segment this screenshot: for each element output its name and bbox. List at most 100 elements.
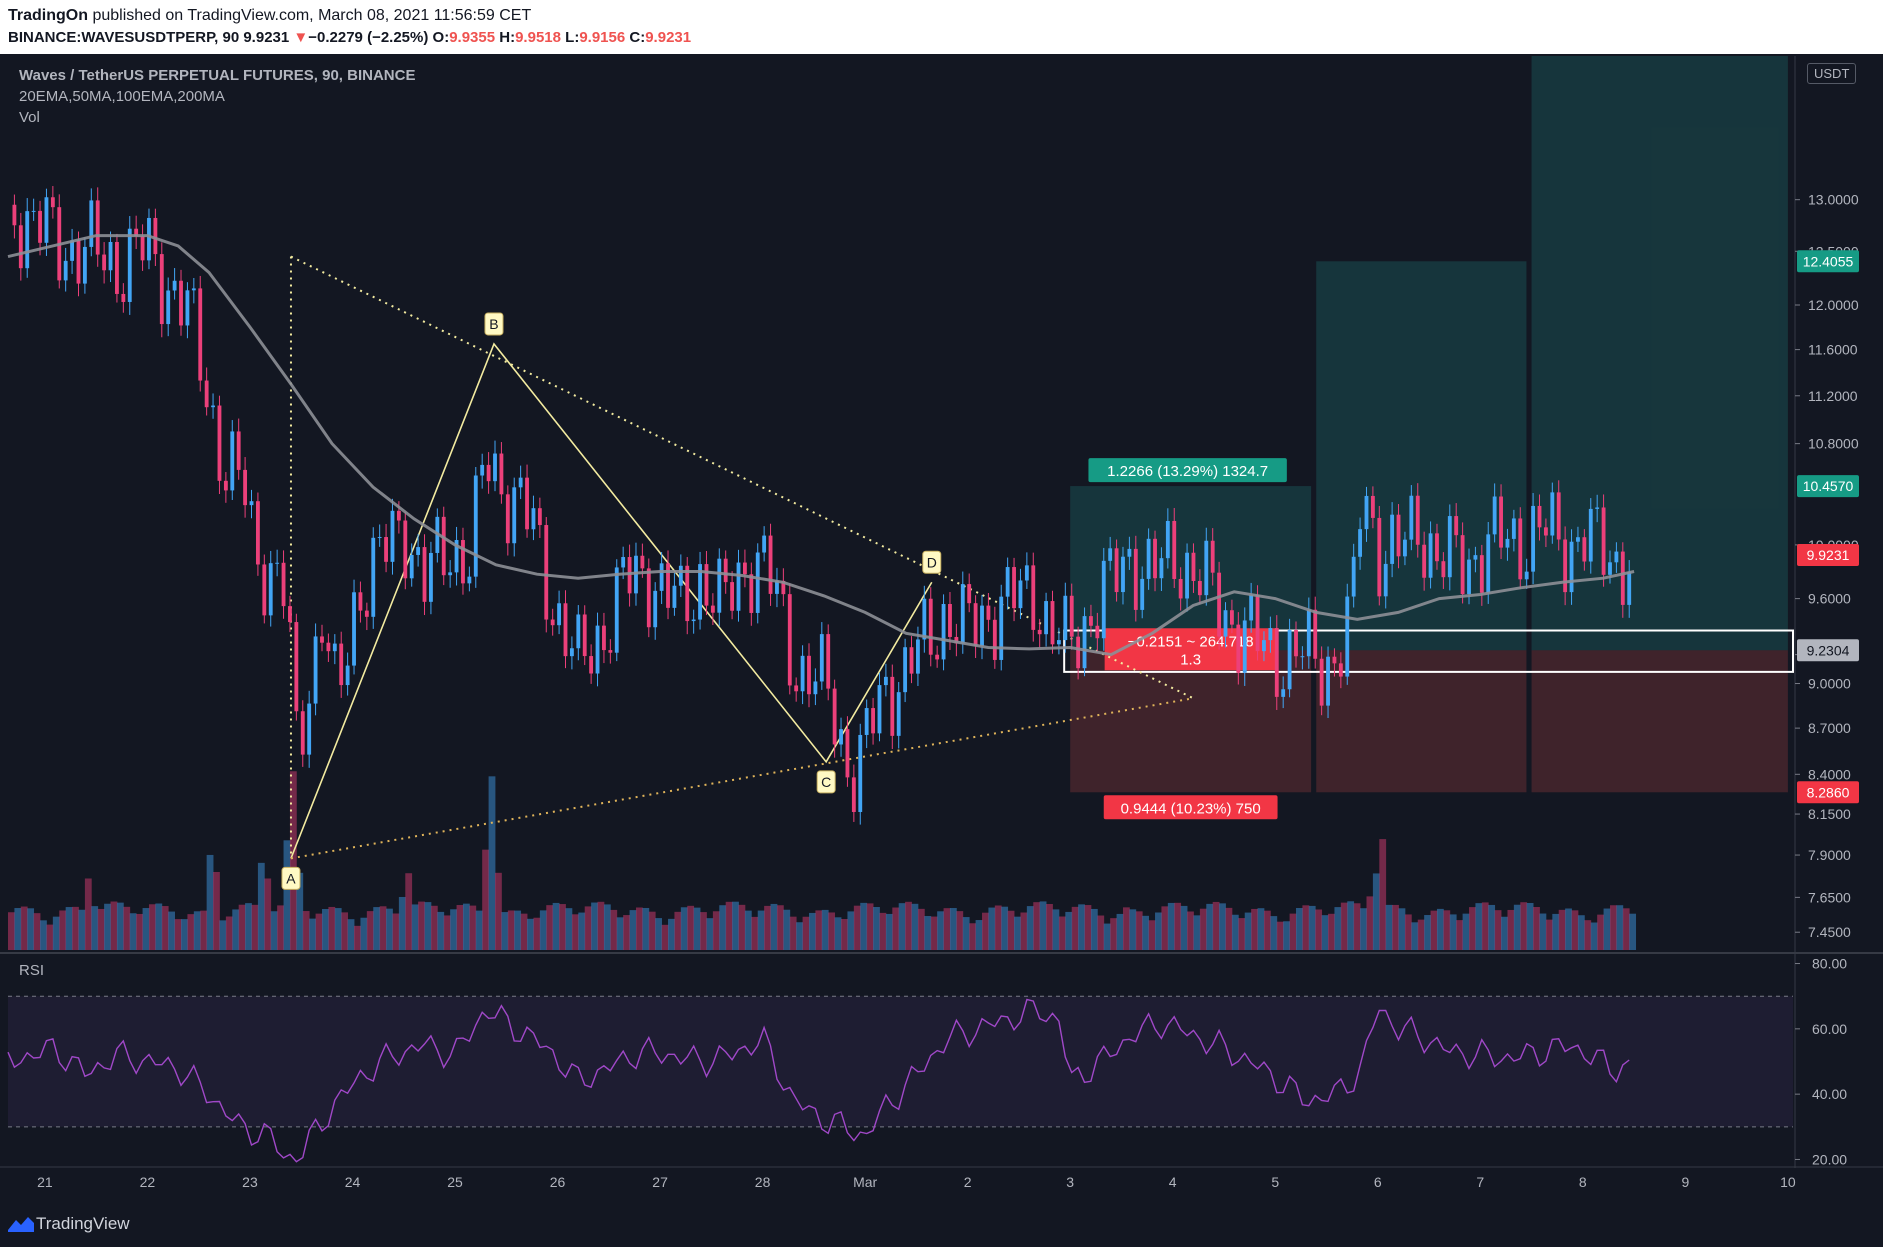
point-label-box-d[interactable] bbox=[922, 550, 942, 574]
point-label-box-a[interactable] bbox=[281, 866, 301, 890]
candle-body bbox=[89, 200, 94, 247]
point-label-b[interactable]: B bbox=[489, 316, 498, 332]
candle-body bbox=[1268, 628, 1273, 641]
candle-body bbox=[768, 535, 773, 594]
abcd-pattern-line[interactable] bbox=[290, 342, 933, 859]
volume-bar bbox=[911, 903, 919, 950]
candle-body bbox=[294, 622, 299, 712]
candle-body bbox=[1428, 533, 1433, 578]
author-name[interactable]: TradingOn bbox=[8, 7, 88, 24]
candle-body bbox=[1114, 548, 1119, 593]
point-label-box-c[interactable] bbox=[816, 770, 836, 794]
price-tick-label: 11.2000 bbox=[1808, 388, 1858, 404]
candle-body bbox=[1492, 496, 1497, 535]
volume-bar bbox=[700, 912, 707, 950]
candle-body bbox=[819, 634, 824, 682]
volume-legend[interactable]: Vol bbox=[19, 109, 40, 126]
candle-body bbox=[723, 558, 728, 583]
candle-body bbox=[499, 453, 504, 495]
time-tick-label: 25 bbox=[447, 1174, 463, 1190]
indicators-legend[interactable]: 20EMA,50MA,100EMA,200MA bbox=[19, 88, 225, 105]
candle-body bbox=[826, 634, 831, 689]
volume-bar bbox=[783, 909, 791, 950]
last-price: 9.9231 bbox=[243, 29, 290, 46]
point-label-c[interactable]: C bbox=[821, 774, 831, 790]
candle-body bbox=[403, 520, 408, 579]
candle-body bbox=[153, 217, 158, 255]
time-tick-label: 21 bbox=[37, 1174, 53, 1190]
volume-bar bbox=[1430, 910, 1438, 950]
volume-bar bbox=[72, 906, 79, 950]
candle-body bbox=[608, 650, 613, 653]
volume-bar bbox=[1584, 920, 1592, 950]
volume-bar bbox=[821, 909, 829, 950]
candle-body bbox=[941, 604, 946, 660]
volume-bar bbox=[635, 907, 643, 950]
candle-body bbox=[320, 636, 324, 643]
candle-body bbox=[512, 487, 517, 544]
candle-body bbox=[1358, 529, 1363, 557]
volume-bar bbox=[744, 910, 752, 950]
currency-badge[interactable]: USDT bbox=[1807, 63, 1857, 84]
price-chart[interactable]: 1.2266 (13.29%) 1324.7 0.9444 (10.23%) 75… bbox=[0, 54, 1883, 1200]
volume-bar bbox=[623, 915, 630, 950]
stop-zone-2 bbox=[1316, 650, 1527, 793]
moving-average-line[interactable] bbox=[7, 234, 1635, 657]
volume-bar bbox=[725, 901, 733, 950]
candle-body bbox=[172, 280, 177, 291]
footer-brand[interactable]: TradingView bbox=[36, 1214, 130, 1233]
candle-body bbox=[1415, 495, 1420, 545]
point-label-a[interactable]: A bbox=[286, 870, 296, 886]
volume-bar bbox=[924, 916, 932, 950]
candle-body bbox=[473, 475, 478, 577]
candle-body bbox=[1441, 561, 1446, 578]
volume-bar bbox=[1443, 910, 1451, 950]
volume-bar bbox=[1488, 904, 1496, 950]
candle-body bbox=[249, 501, 254, 506]
candle-body bbox=[12, 204, 17, 226]
volume-bar bbox=[853, 905, 861, 950]
volume-bar bbox=[1231, 914, 1239, 950]
candle-body bbox=[332, 643, 337, 652]
volume-bar bbox=[65, 907, 73, 950]
entry-zone-box[interactable] bbox=[1063, 629, 1794, 673]
volume-bar bbox=[1129, 909, 1137, 950]
candle-body bbox=[614, 567, 619, 653]
volume-bar bbox=[1116, 913, 1124, 950]
point-label-d[interactable]: D bbox=[927, 554, 937, 570]
time-axis[interactable]: 21 22 23 24 25 26 27 28 Mar 2 3 4 5 6 7 8 9 10 bbox=[37, 1174, 1796, 1190]
candle-body bbox=[191, 288, 196, 291]
price-label-last: 9.9231 bbox=[1807, 547, 1850, 563]
volume-bar bbox=[1001, 906, 1009, 950]
volume-bar bbox=[1328, 913, 1335, 950]
rsi-line[interactable] bbox=[7, 998, 1630, 1163]
point-label-box-b[interactable] bbox=[484, 312, 504, 336]
volume-bar bbox=[321, 909, 329, 950]
volume-bar bbox=[20, 906, 28, 950]
volume-bar bbox=[520, 913, 528, 950]
candle-body bbox=[313, 636, 318, 704]
volume-bar bbox=[591, 902, 598, 950]
volume-bar bbox=[1039, 901, 1047, 950]
candle-body bbox=[787, 594, 792, 686]
volume-bar bbox=[1392, 904, 1399, 950]
candle-body bbox=[1223, 610, 1228, 637]
volume-bar bbox=[642, 907, 650, 950]
volume-bar bbox=[1167, 902, 1175, 950]
volume-bar bbox=[27, 908, 35, 950]
candle-body bbox=[948, 604, 952, 637]
rsi-legend[interactable]: RSI bbox=[19, 962, 45, 979]
time-tick-label: Mar bbox=[853, 1174, 877, 1190]
candle-body bbox=[602, 625, 606, 651]
volume-bar bbox=[219, 920, 227, 950]
volume-bar bbox=[828, 912, 836, 950]
volume-bar bbox=[328, 906, 336, 950]
time-tick-label: 3 bbox=[1066, 1174, 1074, 1190]
candle-body bbox=[569, 648, 574, 657]
volume-bar bbox=[1539, 913, 1547, 950]
target-zone-1 bbox=[1070, 486, 1312, 651]
candle-body bbox=[851, 777, 856, 812]
target-zone-3 bbox=[1531, 56, 1788, 651]
candle-body bbox=[1108, 548, 1113, 561]
price-axis[interactable]: 13.000012.500012.000011.600011.200010.80… bbox=[0, 56, 1883, 1168]
